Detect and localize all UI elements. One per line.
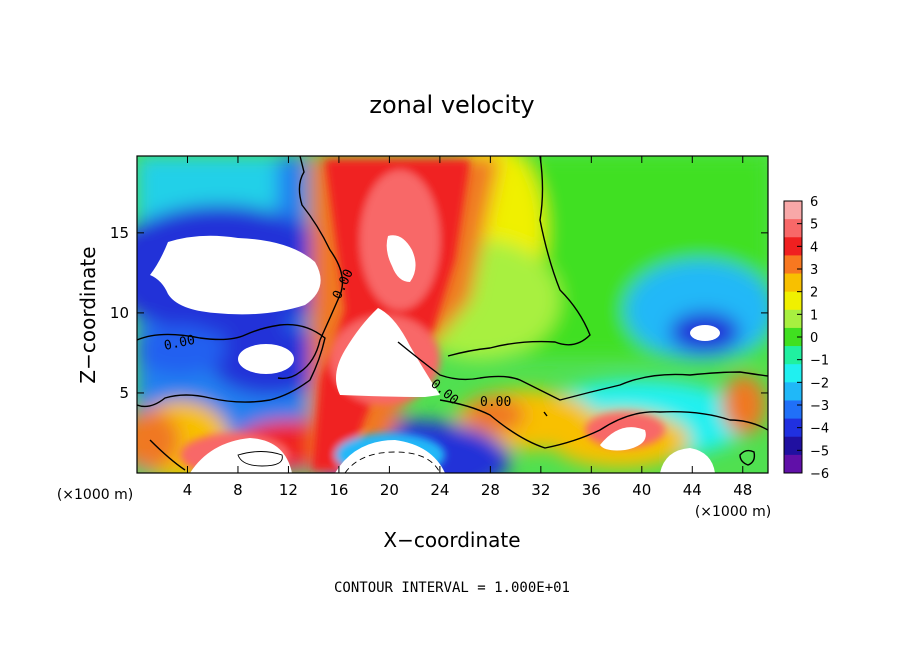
- y-axis-label: Z−coordinate: [76, 246, 100, 383]
- colorbar-swatch: [784, 436, 802, 456]
- colorbar-label: −2: [810, 376, 829, 391]
- x-origin-units: (×1000 m): [57, 487, 133, 503]
- colorbar-label: −5: [810, 444, 829, 459]
- colorbar-label: 1: [810, 308, 818, 323]
- colorbar-label: 0: [810, 331, 818, 346]
- colorbar-swatch: [784, 201, 802, 220]
- x-tick-label: 12: [279, 481, 298, 499]
- x-tick-label: 4: [183, 481, 193, 499]
- colorbar-label: −3: [810, 399, 829, 414]
- colorbar-label: 2: [810, 286, 818, 301]
- colorbar-swatch: [784, 309, 802, 329]
- x-tick-label: 8: [233, 481, 243, 499]
- colorbar-swatch: [784, 255, 802, 275]
- x-tick-label: 36: [582, 481, 601, 499]
- colorbar-label: −6: [810, 467, 829, 482]
- colorbar-label: 5: [810, 218, 818, 233]
- y-tick-label: 10: [110, 304, 129, 322]
- y-axis: 5 10 15: [110, 224, 768, 402]
- velocity-field: [137, 156, 768, 473]
- colorbar-swatch: [784, 273, 802, 293]
- colorbar: 6 5 4 3 2 1 0 −1 −2 −3 −4 −5 −6: [783, 195, 829, 482]
- negative-contours: [237, 451, 441, 473]
- x-axis-units: (×1000 m): [695, 504, 771, 520]
- x-tick-label: 24: [430, 481, 449, 499]
- zero-contours: [137, 156, 768, 471]
- colorbar-swatch: [784, 382, 802, 401]
- colorbar-swatch: [784, 454, 802, 474]
- colorbar-swatch: [784, 327, 802, 347]
- x-tick-label: 48: [733, 481, 752, 499]
- colorbar-swatch: [784, 364, 802, 383]
- x-tick-label: 28: [481, 481, 500, 499]
- colorbar-swatch: [784, 237, 802, 256]
- colorbar-swatch: [784, 418, 802, 438]
- colorbar-swatch: [784, 219, 802, 238]
- colorbar-swatch: [784, 346, 802, 365]
- colorbar-label: −4: [810, 422, 829, 437]
- x-tick-label: 32: [531, 481, 550, 499]
- x-axis: 4 8 12 16 20 24 28 32 36 40 44 48: [183, 156, 752, 499]
- x-tick-label: 20: [380, 481, 399, 499]
- plot-frame: [136, 155, 769, 474]
- colorbar-label: −1: [810, 354, 829, 369]
- y-tick-label: 5: [119, 384, 129, 402]
- contour-label: 0.00: [480, 395, 511, 410]
- x-tick-label: 40: [632, 481, 651, 499]
- colorbar-label: 6: [810, 195, 818, 210]
- colorbar-label: 3: [810, 263, 818, 278]
- x-tick-label: 16: [329, 481, 348, 499]
- contour-label: 0.00: [163, 333, 197, 354]
- x-axis-label: X−coordinate: [383, 528, 520, 552]
- chart-title: zonal velocity: [369, 91, 534, 119]
- colorbar-swatch: [784, 291, 802, 311]
- y-tick-label: 15: [110, 224, 129, 242]
- colorbar-label: 4: [810, 240, 818, 255]
- colorbar-swatch: [784, 400, 802, 420]
- contour-interval-note: CONTOUR INTERVAL = 1.000E+01: [334, 580, 570, 596]
- x-tick-label: 44: [683, 481, 702, 499]
